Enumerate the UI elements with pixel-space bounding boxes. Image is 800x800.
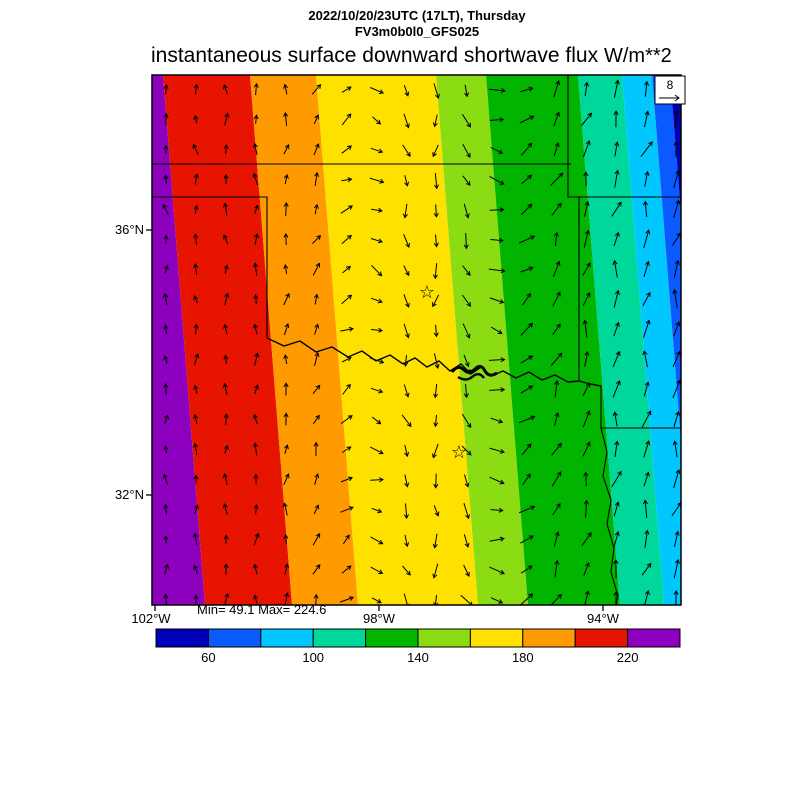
map-frame (151, 74, 682, 606)
colorbar-segment (365, 628, 419, 648)
river-knot-cluster (450, 364, 498, 381)
valid-time-label: 2022/10/20/23UTC (17LT), Thursday (308, 8, 526, 23)
city-star-marker: ☆ (419, 282, 435, 303)
units-label: W/m**2 (604, 45, 672, 67)
colorbar-segment (469, 628, 524, 648)
axis-ticks (146, 229, 604, 611)
flux-band (622, 75, 681, 605)
colorbar-segment (417, 628, 471, 648)
colorbar-tick-label: 60 (201, 650, 215, 665)
flux-band (436, 75, 528, 605)
colorbar-segment (627, 628, 681, 648)
colorbar-segment (260, 628, 314, 648)
colorbar-segment (574, 628, 629, 648)
colorbar-tick-label: 140 (407, 650, 429, 665)
reference-vector-box: 8 (654, 75, 686, 105)
lat-label-36n: 36°N (114, 222, 144, 237)
state-borders-layer (152, 75, 681, 605)
flux-band (316, 75, 478, 605)
model-id-label: FV3m0b0l0_GFS025 (354, 24, 480, 39)
city-star-marker: ☆ (451, 442, 467, 463)
colorbar-tick-label: 180 (512, 650, 534, 665)
flux-band (578, 75, 664, 605)
flux-band (250, 75, 358, 605)
reference-arrow-icon (659, 94, 680, 102)
flux-band (670, 75, 681, 214)
colorbar-segment (207, 628, 262, 648)
lon-label-98w: 98°W (363, 611, 395, 626)
colorbar-segment (155, 628, 209, 648)
colorbar-segment (312, 628, 367, 648)
lon-label-94w: 94°W (587, 611, 619, 626)
red-river-border (266, 337, 602, 387)
colorbar-tick-label: 220 (617, 650, 639, 665)
lon-label-102w: 102°W (131, 611, 171, 626)
flux-band (652, 75, 681, 441)
wind-arrows-layer (162, 79, 681, 605)
flux-bands-layer (152, 75, 681, 605)
colorbar-tick-label: 100 (302, 650, 324, 665)
colorbar: 60 100 140 180 220 (155, 628, 681, 665)
lat-label-32n: 32°N (114, 487, 144, 502)
plot-title: instantaneous surface downward shortwave… (151, 44, 599, 67)
colorbar-segment (522, 628, 576, 648)
reference-vector-value: 8 (667, 78, 674, 92)
